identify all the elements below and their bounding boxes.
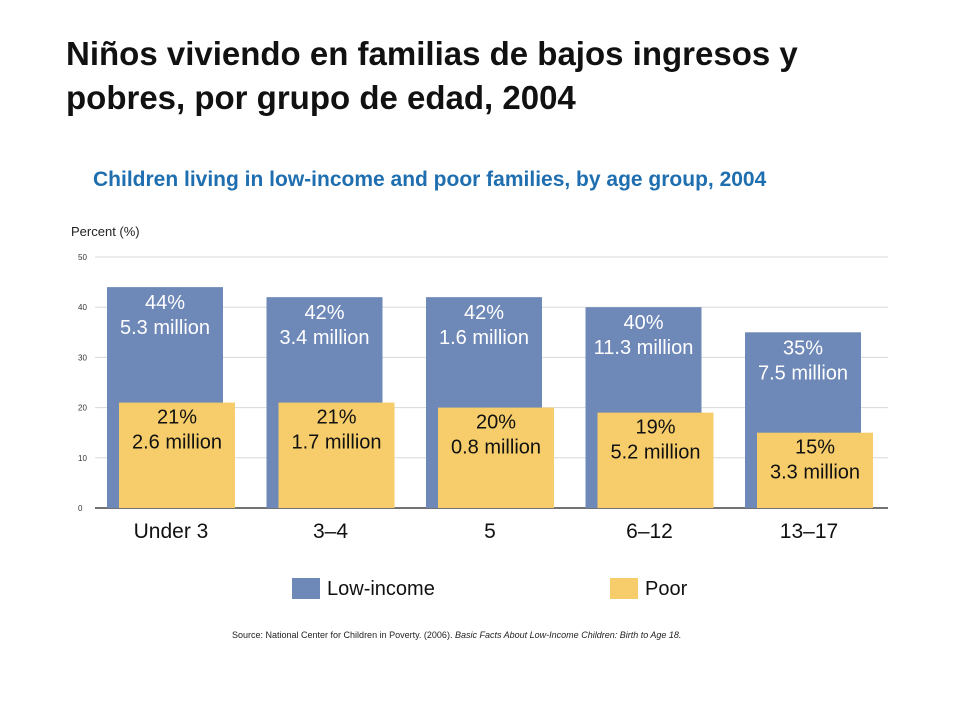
poor-percent-label: 21% [157,407,197,429]
source-note: Source: National Center for Children in … [232,630,872,640]
legend-label: Low-income [327,578,435,600]
x-tick-labels: Under 3 3–4 5 6–12 13–17 [134,520,839,543]
low-income-count-label: 1.6 million [439,327,529,349]
x-tick-label: Under 3 [134,520,209,543]
poor-count-label: 5.2 million [610,442,700,464]
y-tick-label: 20 [78,404,87,413]
slide-title: Niños viviendo en familias de bajos ingr… [66,35,798,116]
legend-label: Poor [645,578,688,600]
poor-bar [278,402,395,508]
poor-bar [438,407,554,508]
x-tick-label: 3–4 [313,520,348,543]
low-income-percent-label: 40% [623,312,663,334]
y-tick-label: 30 [78,353,87,362]
legend: Low-income Poor [292,578,688,600]
data-labels: 44% 5.3 million 21% 2.6 million 42% 3.4 milli… [120,292,860,484]
y-axis-label: Percent (%) [71,224,140,239]
poor-percent-label: 15% [795,437,835,459]
low-income-count-label: 3.4 million [279,327,369,349]
x-tick-label: 5 [484,520,496,543]
poor-count-label: 1.7 million [291,432,381,454]
y-tick-label: 0 [78,504,83,513]
low-income-count-label: 11.3 million [594,337,694,359]
low-income-count-label: 7.5 million [758,362,848,384]
legend-swatch [610,578,638,599]
poor-bar [119,402,235,508]
poor-bar [757,432,873,508]
low-income-percent-label: 42% [304,302,344,324]
chart-title: Children living in low-income and poor f… [93,168,767,191]
poor-percent-label: 19% [635,417,675,439]
poor-count-label: 0.8 million [451,437,541,459]
x-tick-label: 13–17 [780,520,838,543]
low-income-percent-label: 42% [464,302,504,324]
poor-percent-label: 20% [476,412,516,434]
low-income-percent-label: 35% [783,337,823,359]
y-tick-label: 10 [78,454,87,463]
poor-percent-label: 21% [316,407,356,429]
source-title: Basic Facts About Low-Income Children: B… [454,630,682,640]
poor-count-label: 3.3 million [770,462,860,484]
poor-bar [597,412,714,508]
y-tick-label: 40 [78,303,87,312]
y-tick-labels: 0 10 20 30 40 50 [78,253,87,513]
legend-swatch [292,578,320,599]
y-tick-label: 50 [78,253,87,262]
low-income-count-label: 5.3 million [120,317,210,339]
poor-count-label: 2.6 million [132,432,222,454]
x-tick-label: 6–12 [626,520,673,543]
low-income-percent-label: 44% [145,292,185,314]
bars [107,287,873,508]
source-citation: Source: National Center for Children in … [232,630,453,640]
